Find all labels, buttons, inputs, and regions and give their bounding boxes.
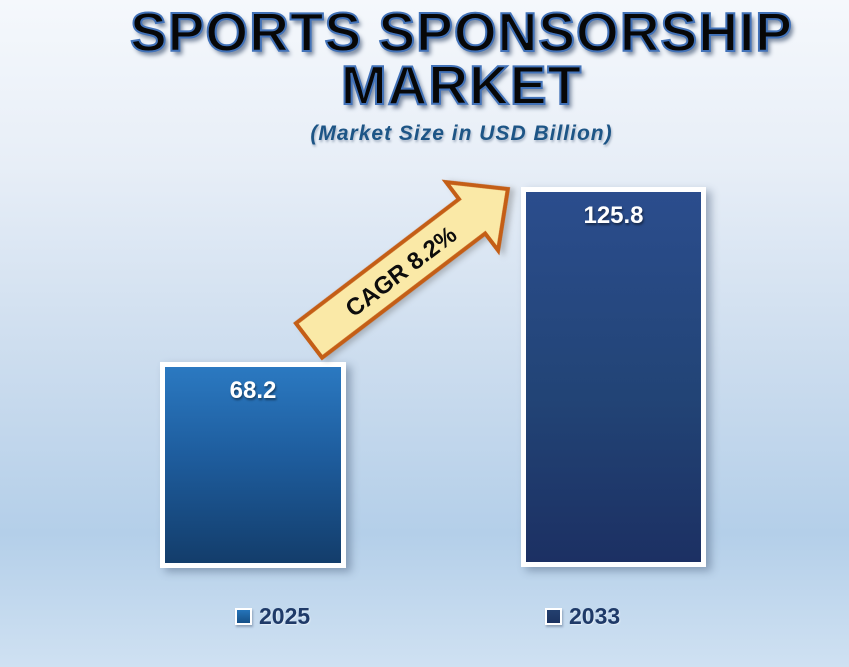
bar-2025: 68.2 [160,362,346,568]
cagr-arrow-shape [293,179,511,361]
chart-subtitle: (Market Size in USD Billion) [310,122,613,145]
legend-swatch-2025-icon [235,608,252,625]
cagr-growth-arrow-icon: CAGR 8.2% [293,179,511,361]
cagr-annotation: CAGR 8.2% [341,221,462,322]
legend-item-2025: 2025 [235,603,310,630]
legend-item-2033: 2033 [545,603,620,630]
chart-title-line2: MARKET [340,54,583,116]
bar-2033: 125.8 [521,187,706,567]
legend-swatch-2033-icon [545,608,562,625]
title-block: SPORTS SPONSORSHIP MARKET (Market Size i… [74,1,849,146]
bar-2025-value-label: 68.2 [229,377,277,404]
legend-label-2025: 2025 [259,603,311,629]
legend-label-2033: 2033 [569,603,621,629]
bar-2033-value-label: 125.8 [583,202,644,229]
chart-title-line1: SPORTS SPONSORSHIP [129,1,793,63]
